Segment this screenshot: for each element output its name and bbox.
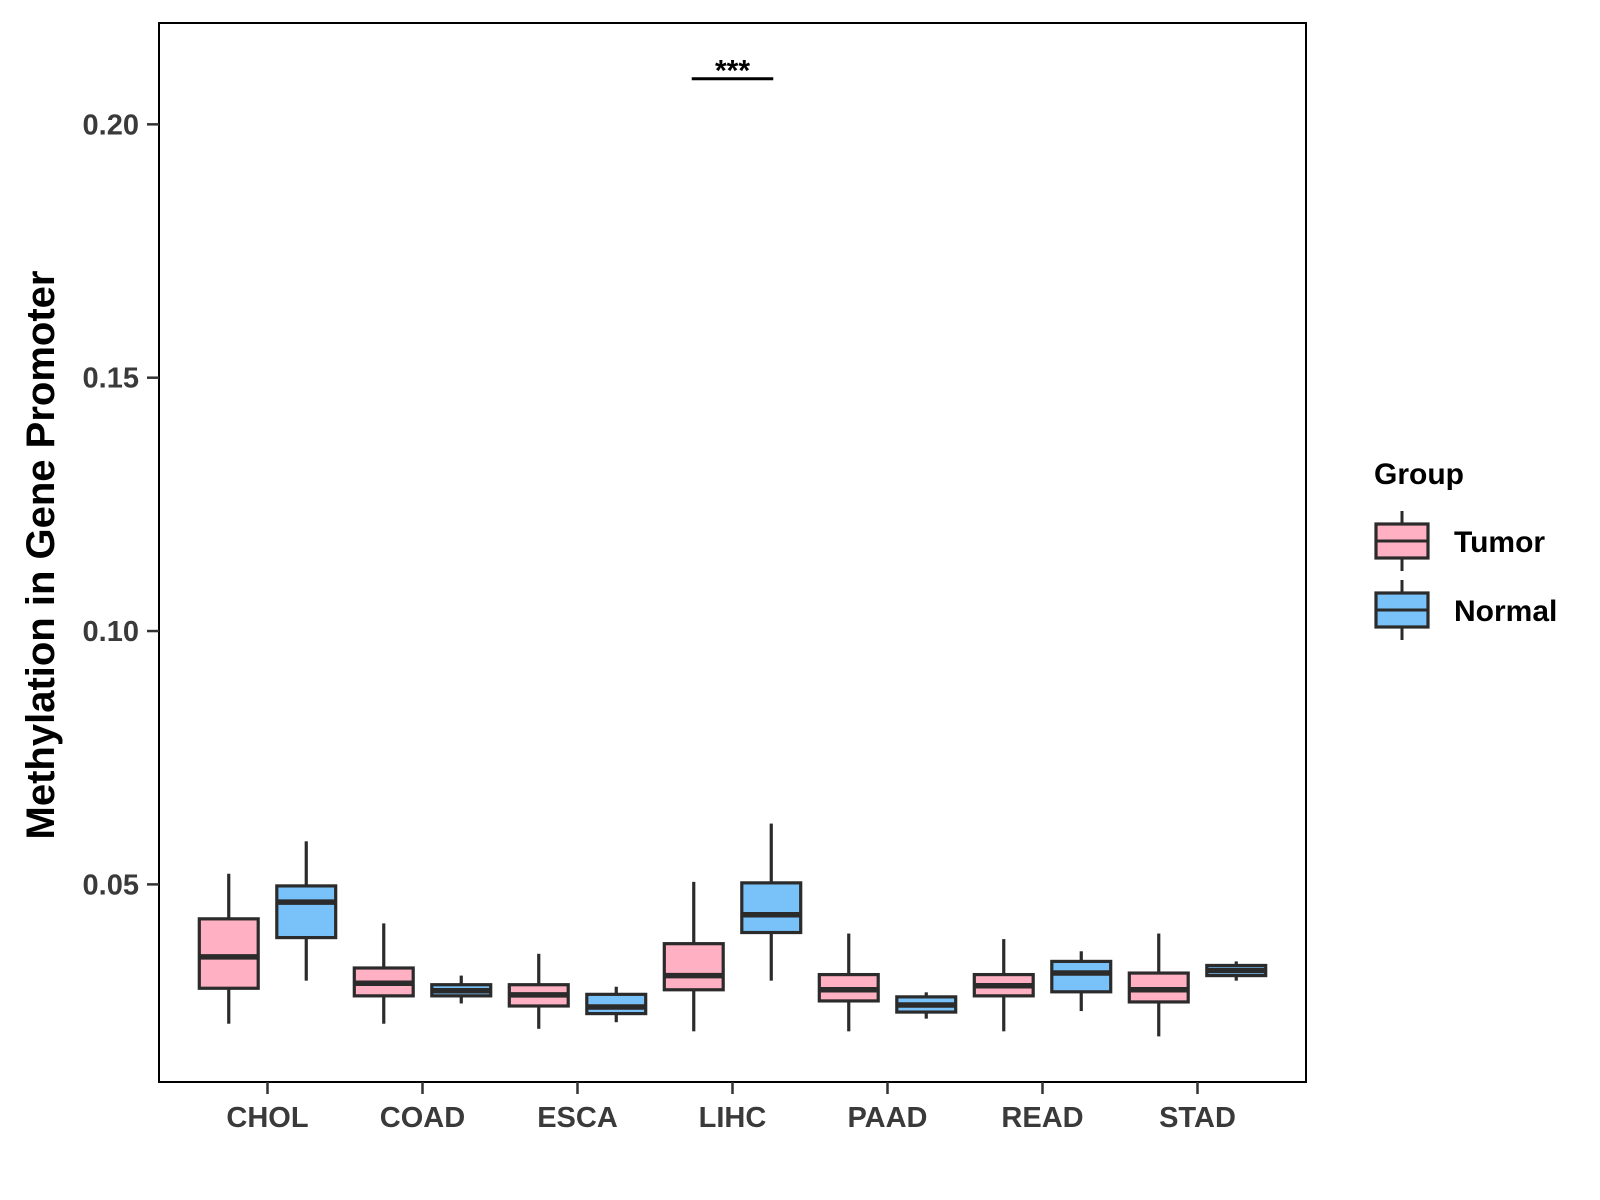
box-normal-paad [895,992,958,1019]
axis-layer: 0.05 0.10 0.15 0.20 CHOL COAD ESCA LIHC PAAD READ… [83,22,1307,1134]
legend-entry-normal: Normal [1374,580,1557,640]
significance-label: *** [715,55,750,88]
box-normal-coad [430,975,493,1004]
box-normal-chol [275,841,338,981]
x-tick-label: STAD [1159,1102,1236,1134]
box-iqr [740,881,803,935]
y-tick-label: 0.15 [83,363,139,395]
x-tick-label: READ [1001,1102,1083,1134]
y-tick-label: 0.20 [83,109,139,141]
box-iqr [662,942,725,992]
legend: Group Tumor Normal [1374,458,1557,640]
legend-entry-tumor: Tumor [1374,511,1545,571]
legend-title: Group [1374,458,1464,491]
box-tumor-lihc [662,881,725,1032]
legend-label: Tumor [1454,526,1545,559]
y-axis-title: Methylation in Gene Promoter [19,271,63,840]
box-iqr [275,884,338,940]
box-iqr [197,917,260,990]
legend-entries: Tumor Normal [1374,511,1557,640]
x-tick-label: ESCA [537,1102,618,1134]
y-tick-label: 0.10 [83,616,139,648]
box-tumor-paad [817,933,880,1032]
box-iqr [585,992,648,1016]
box-normal-read [1050,951,1113,1012]
y-tick-label: 0.05 [83,869,139,901]
plot-layer: *** [197,55,1268,1037]
box-tumor-coad [352,923,415,1024]
box-tumor-chol [197,873,260,1024]
box-tumor-esca [507,953,570,1029]
box-tumor-stad [1127,933,1190,1037]
legend-label: Normal [1454,595,1557,628]
x-tick-label: LIHC [699,1102,767,1134]
x-tick-label: COAD [380,1102,465,1134]
box-normal-stad [1205,961,1268,981]
box-normal-esca [585,986,648,1023]
x-tick-label: CHOL [226,1102,308,1134]
box-tumor-read [972,939,1035,1032]
box-normal-lihc [740,823,803,981]
x-tick-label: PAAD [847,1102,927,1134]
box-iqr [1050,959,1113,994]
